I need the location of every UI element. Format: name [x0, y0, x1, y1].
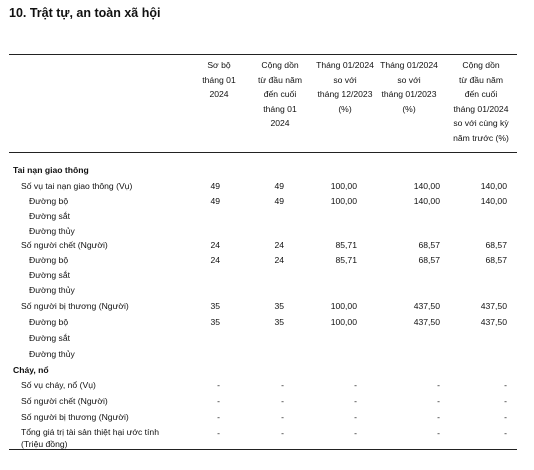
table-row: Số vụ cháy, nổ (Vụ) - - - - - — [0, 378, 534, 393]
table-cell: - — [504, 412, 507, 422]
table-cell: - — [354, 412, 357, 422]
table-row: Đường bộ 35 35 100,00 437,50 437,50 — [0, 315, 534, 330]
table-cell: 24 — [210, 255, 220, 265]
table-row: Đường bộ 24 24 85,71 68,57 68,57 — [0, 253, 534, 268]
table-cell: 85,71 — [335, 255, 357, 265]
table-row: Số người bị thương (Người) 35 35 100,00 437,… — [0, 299, 534, 314]
table-cell: 35 — [274, 317, 284, 327]
section-heading: Tai nạn giao thông — [13, 165, 89, 175]
row-label: Đường bộ — [29, 255, 69, 265]
table-cell: - — [217, 412, 220, 422]
row-label: Đường sắt — [29, 270, 71, 280]
table-cell: 68,57 — [418, 255, 440, 265]
table-cell: 35 — [274, 301, 284, 311]
row-label: Số vụ tai nạn giao thông (Vụ) — [21, 181, 133, 191]
table-cell: 35 — [210, 317, 220, 327]
section-title: 10. Trật tự, an toàn xã hội — [9, 6, 161, 20]
row-label: Đường thủy — [29, 226, 75, 236]
column-header-cumulative: Cộng dồn từ đầu năm đến cuối tháng 01 20… — [258, 60, 302, 129]
table-cell: - — [437, 412, 440, 422]
table-cell: 49 — [210, 196, 220, 206]
table-cell: - — [217, 396, 220, 406]
table-row: Đường sắt — [0, 331, 534, 346]
table-cell: 140,00 — [413, 196, 440, 206]
row-label: Đường thủy — [29, 285, 75, 295]
row-label: Đường sắt — [29, 333, 71, 343]
table-cell: 68,57 — [485, 255, 507, 265]
table-cell: - — [504, 396, 507, 406]
table-cell: 140,00 — [480, 181, 507, 191]
table-cell: - — [354, 428, 357, 438]
table-cell: 49 — [210, 181, 220, 191]
table-row: Tai nạn giao thông — [0, 163, 534, 178]
table-row: Số người chết (Người) 24 24 85,71 68,57 68,57 — [0, 238, 534, 253]
row-label: Đường thủy — [29, 349, 75, 359]
table-cell: 24 — [210, 240, 220, 250]
table-cell: 140,00 — [413, 181, 440, 191]
table-cell: 49 — [274, 181, 284, 191]
table-cell: - — [281, 396, 284, 406]
table-row: Số người chết (Người) - - - - - — [0, 394, 534, 409]
table-top-rule — [9, 54, 517, 55]
table-cell: - — [437, 396, 440, 406]
table-cell: 100,00 — [330, 317, 357, 327]
table-cell: - — [504, 428, 507, 438]
table-row: Số vụ tai nạn giao thông (Vụ) 49 49 100,00 1… — [0, 179, 534, 194]
column-header-preliminary: Sơ bộ tháng 01 2024 — [202, 60, 236, 100]
table-cell: 24 — [274, 240, 284, 250]
table-cell: 437,50 — [413, 317, 440, 327]
row-label: Đường bộ — [29, 317, 69, 327]
row-label: Số người chết (Người) — [21, 396, 108, 406]
table-cell: 100,00 — [330, 301, 357, 311]
table-cell: - — [217, 428, 220, 438]
table-cell: 140,00 — [480, 196, 507, 206]
table-cell: - — [281, 412, 284, 422]
table-cell: - — [281, 428, 284, 438]
row-label: Số vụ cháy, nổ (Vụ) — [21, 380, 96, 390]
column-header-vs-same-month: Tháng 01/2024 so với tháng 01/2023 (%) — [380, 60, 438, 114]
row-label: Số người chết (Người) — [21, 240, 108, 250]
table-cell: - — [437, 428, 440, 438]
table-row: Đường sắt — [0, 209, 534, 224]
table-cell: 24 — [274, 255, 284, 265]
table-row: Đường bộ 49 49 100,00 140,00 140,00 — [0, 194, 534, 209]
table-cell: 85,71 — [335, 240, 357, 250]
table-cell: 68,57 — [418, 240, 440, 250]
table-cell: - — [354, 380, 357, 390]
table-row: Đường sắt — [0, 268, 534, 283]
table-cell: - — [281, 380, 284, 390]
column-header-vs-prev-month: Tháng 01/2024 so với tháng 12/2023 (%) — [316, 60, 374, 114]
table-row: Đường thủy — [0, 347, 534, 362]
row-label: Đường bộ — [29, 196, 69, 206]
column-header-cumulative-vs-last-year: Cộng dồn từ đầu năm đến cuối tháng 01/20… — [453, 60, 509, 143]
row-label: Đường sắt — [29, 211, 71, 221]
row-label: Số người bị thương (Người) — [21, 301, 129, 311]
table-cell: 437,50 — [480, 301, 507, 311]
table-cell: 437,50 — [480, 317, 507, 327]
table-cell: - — [354, 396, 357, 406]
row-label: Số người bị thương (Người) — [21, 412, 129, 422]
table-cell: 68,57 — [485, 240, 507, 250]
table-bottom-rule — [9, 449, 517, 450]
table-row: Đường thủy — [0, 283, 534, 298]
table-cell: 49 — [274, 196, 284, 206]
table-cell: 35 — [210, 301, 220, 311]
section-heading: Cháy, nổ — [13, 365, 49, 375]
table-cell: - — [217, 380, 220, 390]
table-row: Đường thủy — [0, 224, 534, 239]
table-cell: 437,50 — [413, 301, 440, 311]
table-row: Tổng giá trị tài sản thiệt hại ước tính … — [0, 426, 534, 449]
table-cell: - — [504, 380, 507, 390]
table-row: Số người bị thương (Người) - - - - - — [0, 410, 534, 425]
header-bottom-rule — [9, 152, 517, 153]
table-cell: 100,00 — [330, 181, 357, 191]
table-cell: - — [437, 380, 440, 390]
table-cell: 100,00 — [330, 196, 357, 206]
table-row: Cháy, nổ — [0, 363, 534, 378]
row-label: Tổng giá trị tài sản thiệt hại ước tính … — [21, 427, 159, 449]
